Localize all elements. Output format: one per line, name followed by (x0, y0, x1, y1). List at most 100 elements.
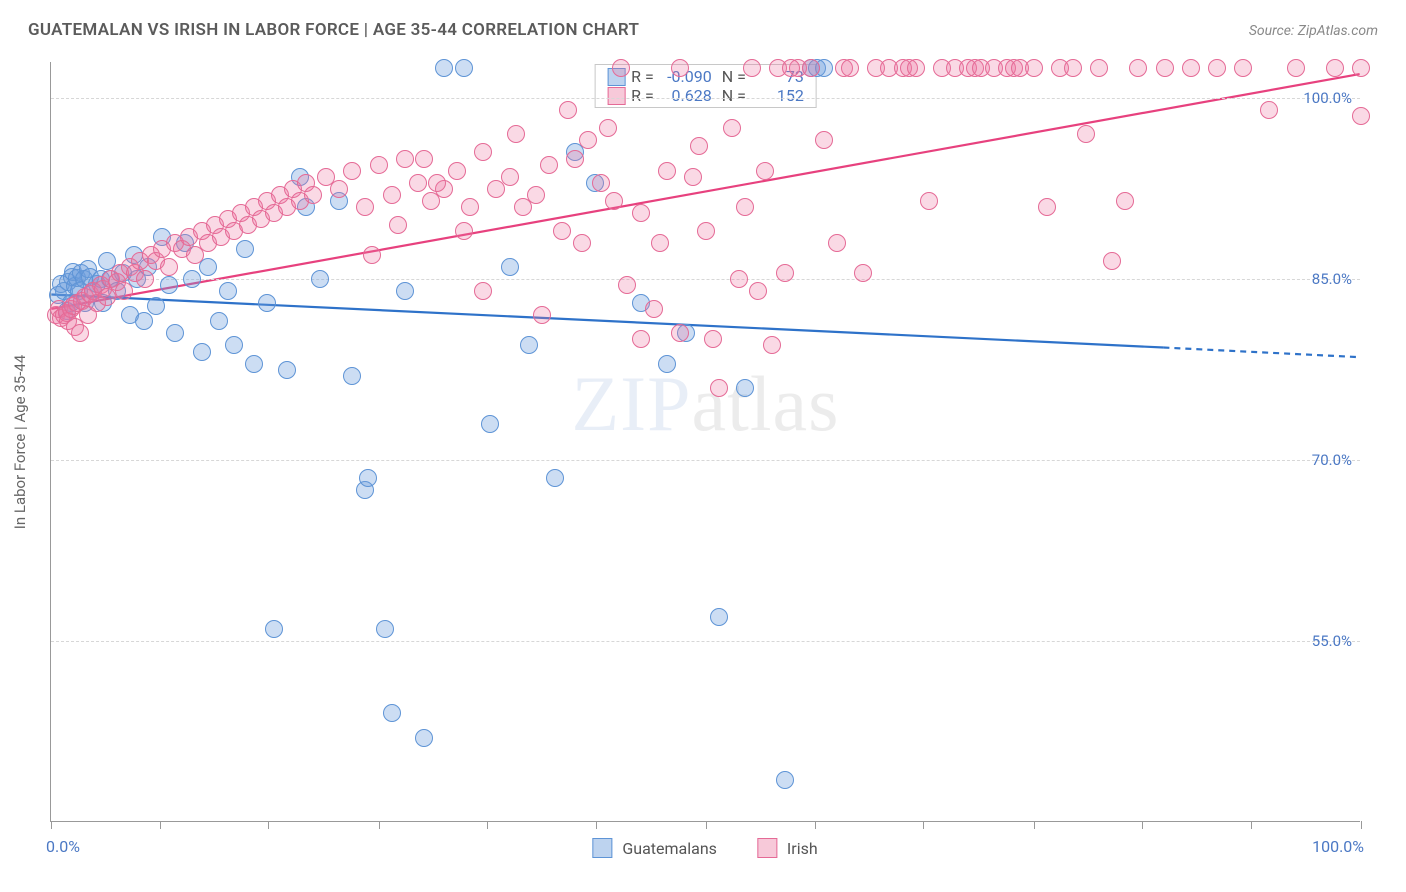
scatter-point-irish (710, 379, 728, 397)
scatter-point-guatemalans (501, 258, 519, 276)
scatter-point-guatemalans (311, 270, 329, 288)
stats-row-irish: R = 0.628 N = 152 (595, 86, 816, 105)
x-tick (706, 821, 707, 829)
scatter-point-guatemalans (258, 294, 276, 312)
scatter-point-irish (1260, 101, 1278, 119)
scatter-point-irish (507, 125, 525, 143)
legend-label-irish: Irish (787, 839, 818, 858)
trend-line-dash-guatemalans (1163, 348, 1359, 358)
x-tick (379, 821, 380, 829)
scatter-point-irish (802, 59, 820, 77)
scatter-point-irish (723, 119, 741, 137)
scatter-point-guatemalans (183, 270, 201, 288)
scatter-point-irish (330, 180, 348, 198)
y-tick-label: 55.0% (1312, 632, 1352, 650)
scatter-point-irish (474, 143, 492, 161)
scatter-point-irish (782, 59, 800, 77)
scatter-point-irish (658, 162, 676, 180)
source-label: Source: ZipAtlas.com (1249, 23, 1378, 39)
scatter-point-irish (776, 264, 794, 282)
scatter-point-irish (363, 246, 381, 264)
scatter-point-irish (1103, 252, 1121, 270)
plot-region: ZIPatlas R = -0.090 N = 73 R = 0.628 N =… (50, 62, 1360, 822)
x-tick (596, 821, 597, 829)
legend: Guatemalans Irish (592, 838, 817, 858)
y-tick-label: 100.0% (1303, 89, 1352, 107)
scatter-point-irish (501, 168, 519, 186)
x-tick (160, 821, 161, 829)
scatter-point-irish (612, 59, 630, 77)
scatter-point-irish (1352, 59, 1370, 77)
x-tick (815, 821, 816, 829)
stats-n-irish: 152 (752, 86, 804, 105)
scatter-point-guatemalans (383, 704, 401, 722)
scatter-point-guatemalans (736, 379, 754, 397)
scatter-point-irish (1156, 59, 1174, 77)
scatter-point-irish (1234, 59, 1252, 77)
scatter-point-irish (1129, 59, 1147, 77)
scatter-point-irish (1208, 59, 1226, 77)
scatter-point-irish (618, 276, 636, 294)
scatter-point-guatemalans (710, 608, 728, 626)
x-tick (1251, 821, 1252, 829)
scatter-point-irish (1352, 107, 1370, 125)
scatter-point-irish (559, 101, 577, 119)
scatter-point-irish (632, 330, 650, 348)
scatter-point-guatemalans (481, 415, 499, 433)
y-tick-label: 85.0% (1312, 270, 1352, 288)
scatter-point-guatemalans (210, 312, 228, 330)
scatter-point-irish (533, 306, 551, 324)
scatter-point-guatemalans (160, 276, 178, 294)
scatter-point-guatemalans (147, 297, 165, 315)
scatter-point-irish (1116, 192, 1134, 210)
scatter-point-irish (448, 162, 466, 180)
scatter-point-irish (573, 234, 591, 252)
x-tick (1034, 821, 1035, 829)
x-axis-label-max: 100.0% (1312, 837, 1364, 856)
scatter-point-guatemalans (193, 343, 211, 361)
scatter-point-irish (356, 198, 374, 216)
scatter-point-irish (749, 282, 767, 300)
x-tick (268, 821, 269, 829)
scatter-point-irish (756, 162, 774, 180)
scatter-point-guatemalans (455, 59, 473, 77)
scatter-point-irish (651, 234, 669, 252)
scatter-point-guatemalans (245, 355, 263, 373)
scatter-point-guatemalans (135, 312, 153, 330)
scatter-point-guatemalans (278, 361, 296, 379)
scatter-point-irish (579, 131, 597, 149)
scatter-point-irish (1287, 59, 1305, 77)
gridline (51, 460, 1360, 461)
scatter-point-guatemalans (376, 620, 394, 638)
scatter-point-irish (71, 324, 89, 342)
scatter-point-irish (1038, 198, 1056, 216)
scatter-point-irish (389, 216, 407, 234)
x-axis-label-min: 0.0% (46, 837, 80, 856)
scatter-point-guatemalans (166, 324, 184, 342)
scatter-point-irish (455, 222, 473, 240)
scatter-point-irish (428, 174, 446, 192)
scatter-point-irish (1326, 59, 1344, 77)
x-tick (51, 821, 52, 829)
scatter-point-irish (684, 168, 702, 186)
scatter-point-guatemalans (225, 336, 243, 354)
scatter-point-irish (645, 300, 663, 318)
legend-swatch-guatemalans (592, 838, 612, 858)
x-tick (1142, 821, 1143, 829)
scatter-point-irish (671, 59, 689, 77)
scatter-point-irish (370, 156, 388, 174)
scatter-point-irish (1090, 59, 1108, 77)
scatter-point-irish (1077, 125, 1095, 143)
scatter-point-irish (1025, 59, 1043, 77)
scatter-point-guatemalans (396, 282, 414, 300)
scatter-point-irish (304, 186, 322, 204)
x-tick (923, 821, 924, 829)
scatter-point-irish (605, 192, 623, 210)
scatter-point-irish (461, 198, 479, 216)
scatter-point-irish (540, 156, 558, 174)
scatter-point-guatemalans (658, 355, 676, 373)
y-axis-title: In Labor Force | Age 35-44 (11, 355, 29, 529)
scatter-point-irish (828, 234, 846, 252)
stats-swatch-irish (607, 87, 625, 105)
scatter-point-guatemalans (546, 469, 564, 487)
